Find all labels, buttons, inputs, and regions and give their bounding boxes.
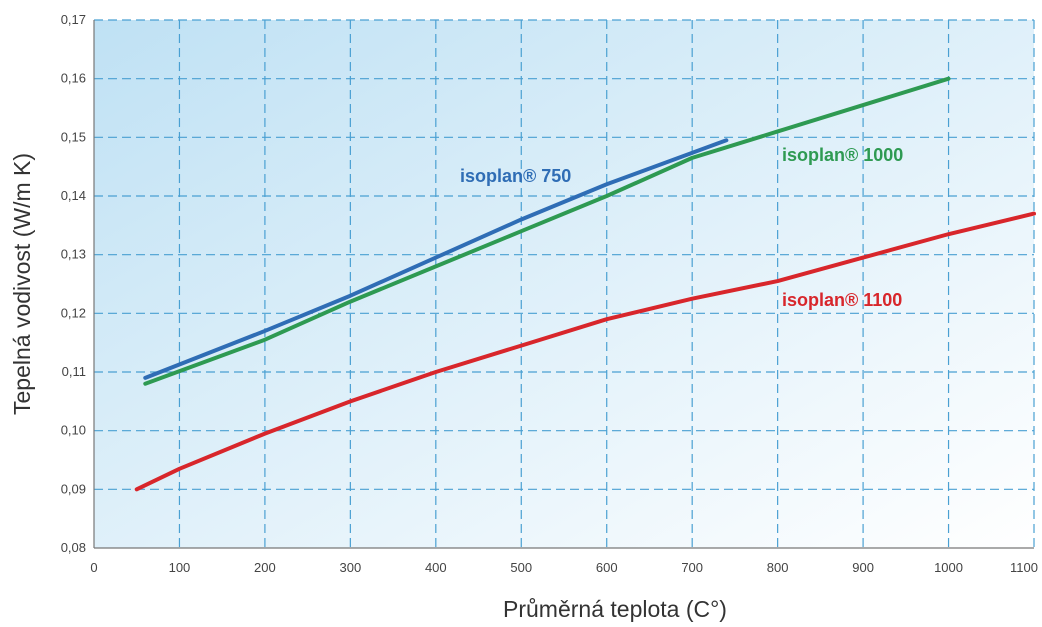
x-tick-label: 700	[681, 560, 703, 575]
y-tick-label: 0,16	[61, 71, 86, 86]
x-tick-label: 500	[510, 560, 532, 575]
series-line-2	[143, 76, 951, 386]
x-tick-label: 800	[767, 560, 789, 575]
y-tick-label: 0,09	[61, 481, 86, 496]
y-tick-label: 0,12	[61, 305, 86, 320]
series-line-1	[143, 138, 729, 380]
series-label-3: isoplan® 1100	[782, 290, 902, 310]
y-tick-label: 0,17	[61, 12, 86, 27]
plot-area	[94, 20, 1034, 548]
x-tick-label: 900	[852, 560, 874, 575]
x-tick-label: 1100	[1010, 560, 1038, 575]
x-axis-label: Průměrná teplota (C°)	[503, 596, 727, 622]
series-line-3	[134, 211, 1036, 492]
y-axis-label: Tepelná vodivost (W/m K)	[9, 153, 35, 415]
y-tick-label: 0,08	[61, 540, 86, 555]
x-tick-label: 300	[340, 560, 362, 575]
y-tick-label: 0,11	[62, 364, 86, 379]
y-tick-label: 0,15	[61, 129, 86, 144]
x-tick-label: 600	[596, 560, 618, 575]
grid-lines	[93, 19, 1035, 549]
series-layer	[134, 76, 1036, 492]
y-tick-label: 0,14	[61, 188, 86, 203]
y-tick-label: 0,13	[61, 247, 86, 262]
x-tick-label: 100	[169, 560, 191, 575]
series-label-1: isoplan® 750	[460, 166, 571, 186]
x-tick-label: 200	[254, 560, 276, 575]
x-axis-ticks: 0 100 200 300 400 500 600 700 800 900 1000 1100	[90, 560, 1038, 575]
y-tick-label: 0,10	[61, 423, 86, 438]
series-label-2: isoplan® 1000	[782, 145, 903, 165]
x-tick-label: 400	[425, 560, 447, 575]
x-tick-label: 1000	[934, 560, 963, 575]
series-labels: isoplan® 750 isoplan® 1000 isoplan® 1100	[460, 145, 903, 310]
x-tick-label: 0	[90, 560, 97, 575]
y-axis-ticks: 0,08 0,09 0,10 0,11 0,12 0,13 0,14 0,15 0,16 0,17	[61, 12, 86, 555]
